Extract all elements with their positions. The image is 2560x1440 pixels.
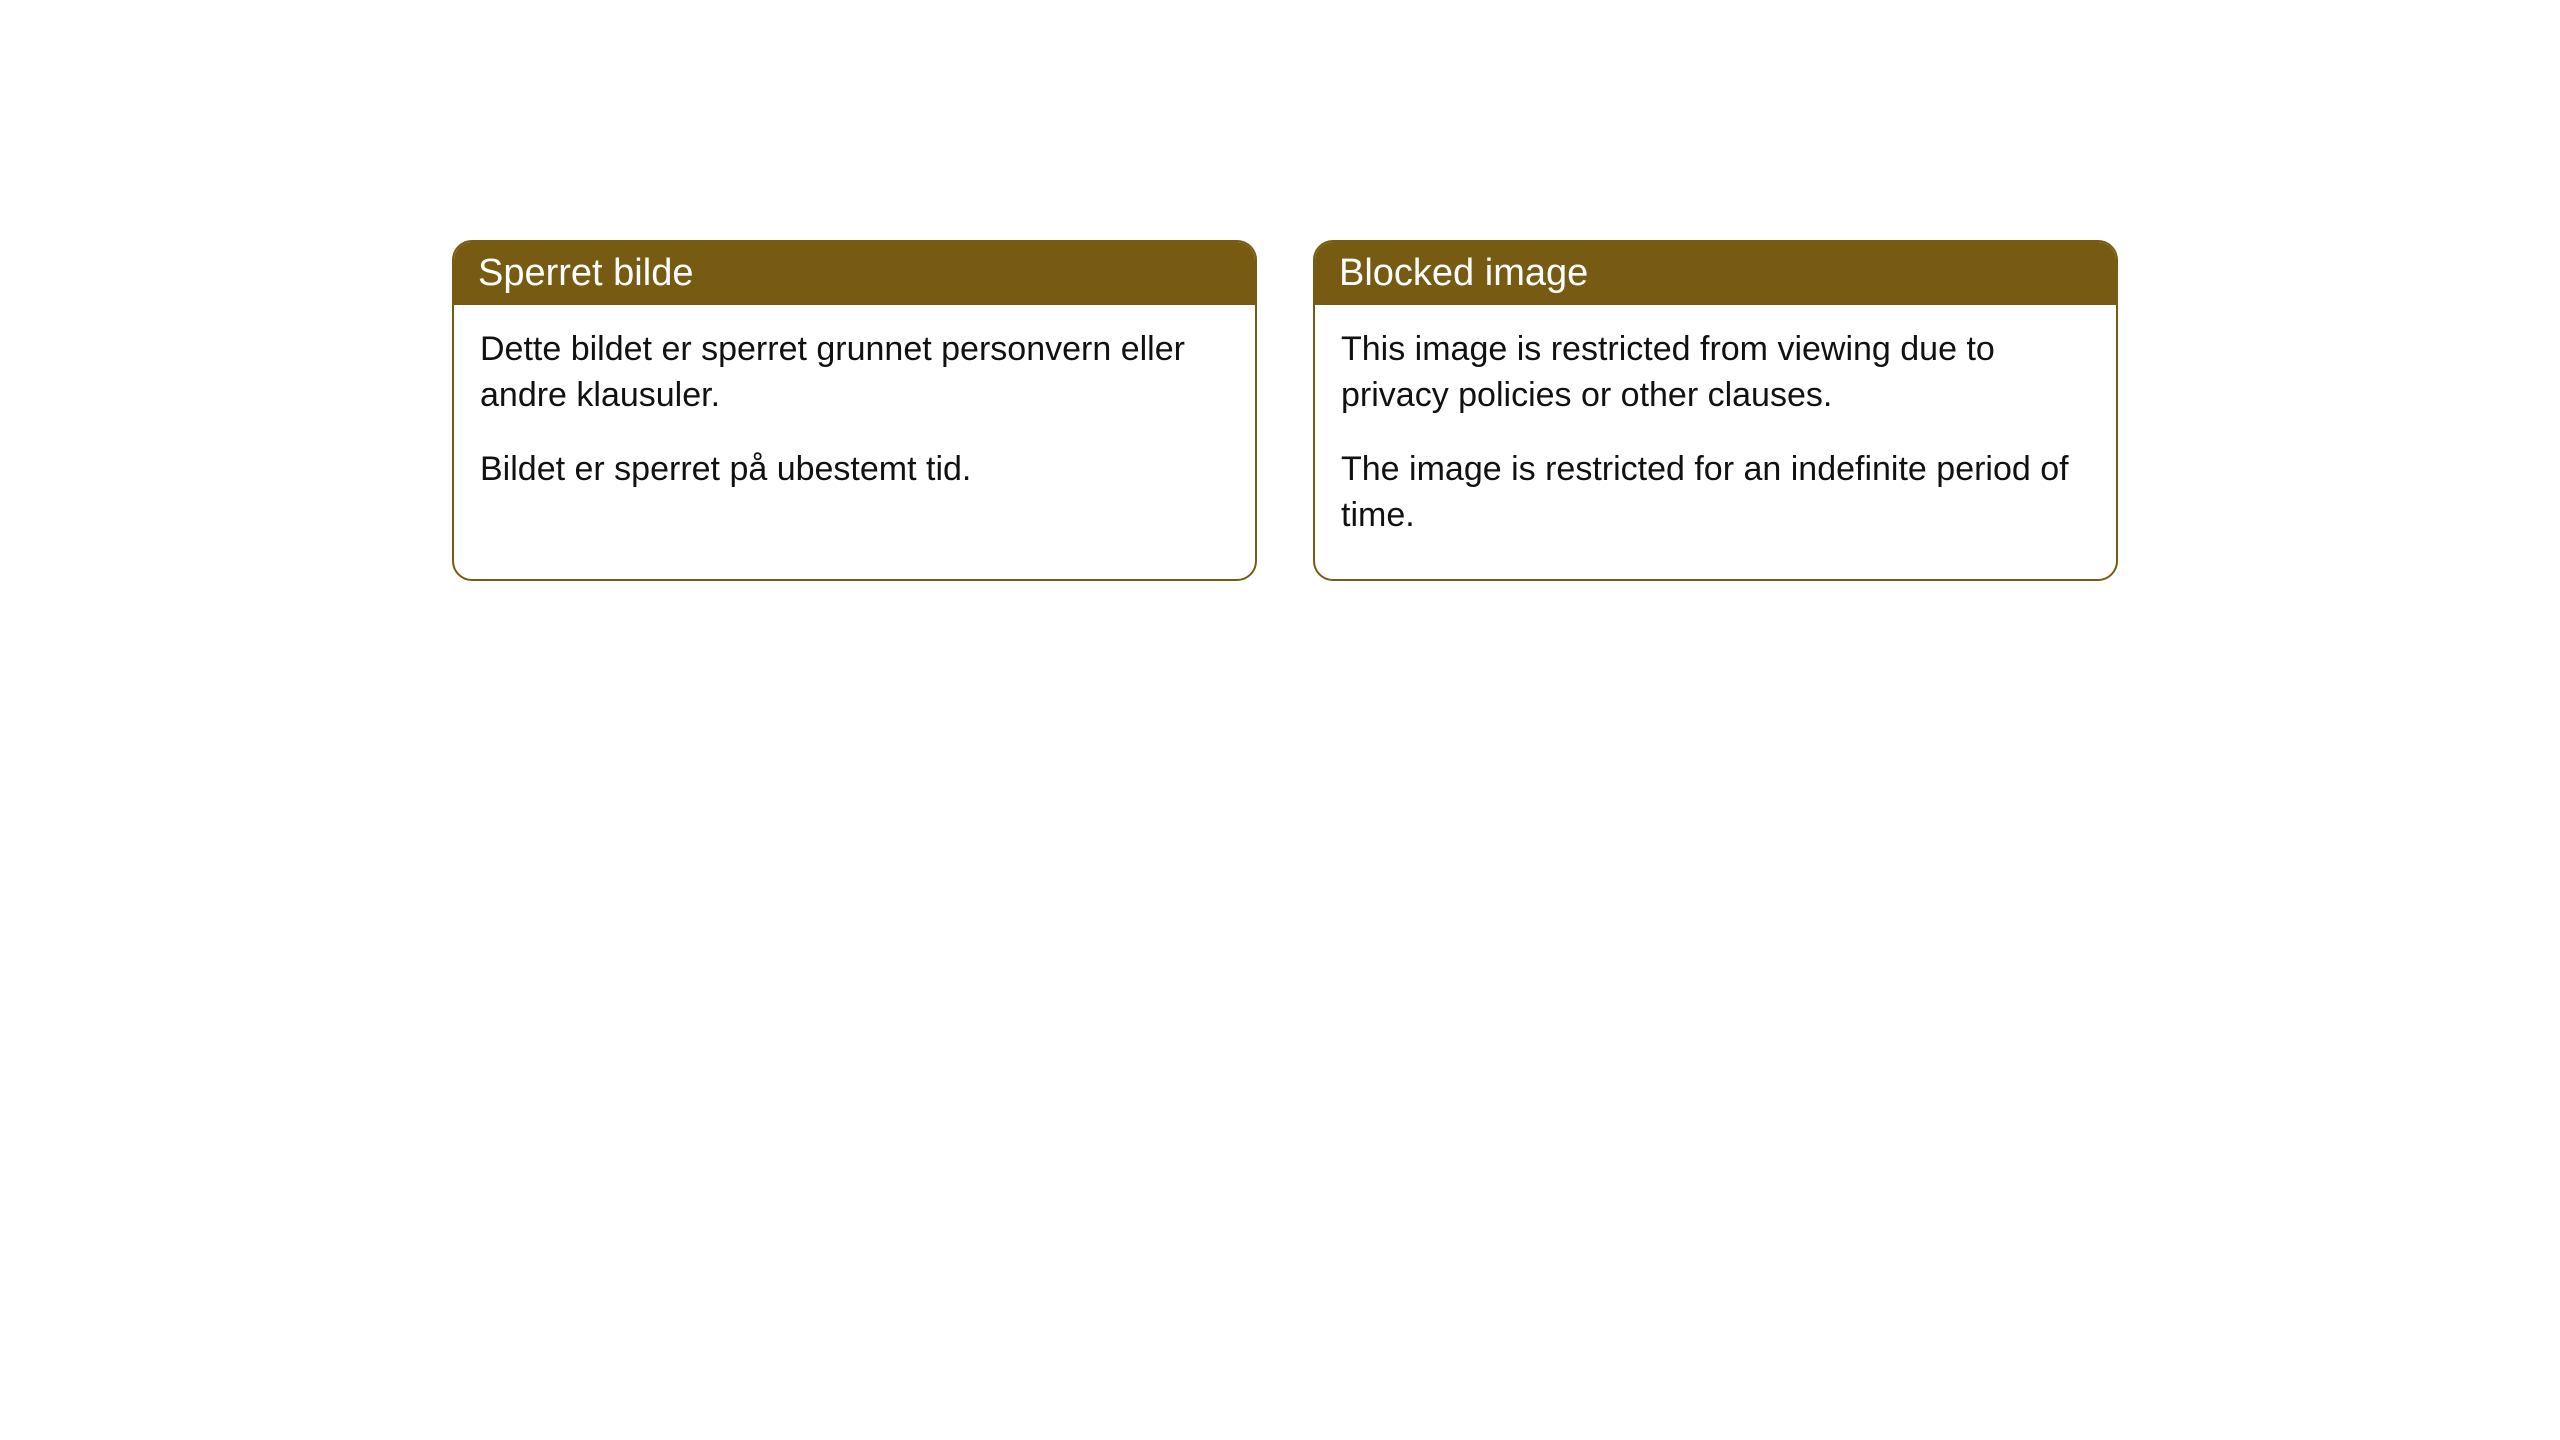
card-header-en: Blocked image <box>1315 242 2116 305</box>
blocked-image-card-en: Blocked image This image is restricted f… <box>1313 240 2118 581</box>
card-paragraph1-no: Dette bildet er sperret grunnet personve… <box>480 327 1229 419</box>
cards-container: Sperret bilde Dette bildet er sperret gr… <box>452 240 2560 581</box>
card-body-no: Dette bildet er sperret grunnet personve… <box>454 305 1255 533</box>
card-paragraph2-en: The image is restricted for an indefinit… <box>1341 447 2090 539</box>
blocked-image-card-no: Sperret bilde Dette bildet er sperret gr… <box>452 240 1257 581</box>
card-paragraph1-en: This image is restricted from viewing du… <box>1341 327 2090 419</box>
card-header-no: Sperret bilde <box>454 242 1255 305</box>
card-body-en: This image is restricted from viewing du… <box>1315 305 2116 579</box>
card-paragraph2-no: Bildet er sperret på ubestemt tid. <box>480 447 1229 493</box>
